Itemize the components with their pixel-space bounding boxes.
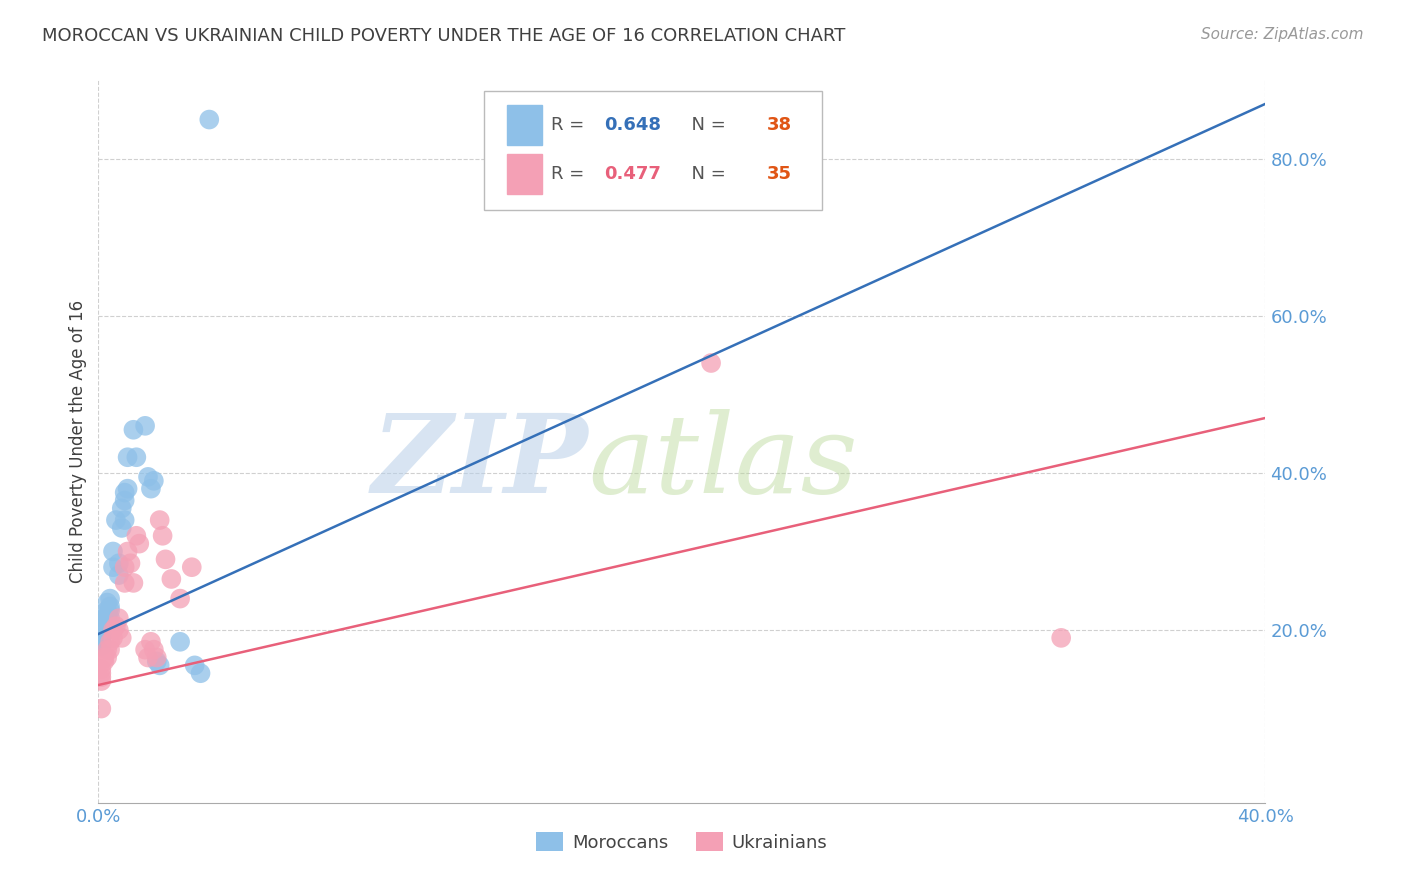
Point	[101, 544, 124, 558]
Point	[96, 642, 118, 657]
Point	[101, 623, 124, 637]
Point	[98, 599, 121, 614]
Legend: Moroccans, Ukrainians: Moroccans, Ukrainians	[529, 825, 835, 859]
Point	[111, 501, 134, 516]
Point	[96, 603, 118, 617]
Point	[96, 595, 118, 609]
Point	[169, 591, 191, 606]
Point	[190, 666, 212, 681]
Point	[169, 635, 191, 649]
Point	[122, 575, 145, 590]
Point	[96, 607, 118, 622]
Point	[90, 627, 112, 641]
FancyBboxPatch shape	[484, 91, 823, 211]
Point	[117, 450, 139, 465]
Text: Source: ZipAtlas.com: Source: ZipAtlas.com	[1201, 27, 1364, 42]
Bar	[508, 105, 541, 145]
Point	[98, 635, 121, 649]
Point	[111, 631, 134, 645]
Point	[117, 482, 139, 496]
Point	[108, 611, 131, 625]
Point	[180, 560, 202, 574]
Point	[93, 650, 115, 665]
Text: MOROCCAN VS UKRAINIAN CHILD POVERTY UNDER THE AGE OF 16 CORRELATION CHART: MOROCCAN VS UKRAINIAN CHILD POVERTY UNDE…	[42, 27, 845, 45]
Point	[114, 560, 136, 574]
Point	[114, 485, 136, 500]
Point	[125, 529, 148, 543]
Point	[139, 482, 162, 496]
Point	[120, 556, 142, 570]
Point	[108, 556, 131, 570]
Point	[152, 529, 174, 543]
Point	[90, 701, 112, 715]
Point	[146, 655, 169, 669]
Point	[104, 619, 127, 633]
Text: R =: R =	[551, 165, 591, 183]
Text: 35: 35	[768, 165, 792, 183]
Point	[114, 513, 136, 527]
Point	[134, 418, 156, 433]
Point	[108, 568, 131, 582]
Point	[90, 635, 112, 649]
Point	[183, 658, 205, 673]
Point	[155, 552, 177, 566]
Text: 38: 38	[768, 116, 792, 134]
Point	[146, 650, 169, 665]
Point	[149, 513, 172, 527]
Text: N =: N =	[679, 165, 731, 183]
Point	[96, 611, 118, 625]
Y-axis label: Child Poverty Under the Age of 16: Child Poverty Under the Age of 16	[69, 300, 87, 583]
Point	[142, 474, 165, 488]
Point	[93, 611, 115, 625]
Point	[125, 450, 148, 465]
Point	[142, 642, 165, 657]
Point	[122, 423, 145, 437]
Point	[117, 544, 139, 558]
Text: 0.648: 0.648	[603, 116, 661, 134]
Point	[136, 470, 159, 484]
Text: ZIP: ZIP	[373, 409, 589, 517]
Point	[700, 356, 723, 370]
Point	[104, 513, 127, 527]
Point	[139, 635, 162, 649]
Point	[96, 650, 118, 665]
Text: N =: N =	[679, 116, 731, 134]
Point	[98, 611, 121, 625]
Point	[93, 615, 115, 630]
Text: R =: R =	[551, 116, 591, 134]
Point	[134, 642, 156, 657]
Point	[114, 575, 136, 590]
Point	[93, 655, 115, 669]
Point	[90, 623, 112, 637]
Bar	[508, 154, 541, 194]
Point	[90, 670, 112, 684]
Point	[98, 603, 121, 617]
Point	[90, 674, 112, 689]
Point	[101, 560, 124, 574]
Point	[111, 521, 134, 535]
Point	[136, 650, 159, 665]
Text: 0.477: 0.477	[603, 165, 661, 183]
Point	[90, 631, 112, 645]
Point	[98, 591, 121, 606]
Point	[98, 642, 121, 657]
Point	[496, 183, 519, 197]
Point	[1050, 631, 1073, 645]
Point	[101, 631, 124, 645]
Point	[160, 572, 183, 586]
Point	[198, 112, 221, 127]
Point	[149, 658, 172, 673]
Point	[90, 662, 112, 676]
Point	[108, 623, 131, 637]
Point	[90, 666, 112, 681]
Text: atlas: atlas	[589, 409, 858, 517]
Point	[128, 536, 150, 550]
Point	[114, 493, 136, 508]
Point	[90, 639, 112, 653]
